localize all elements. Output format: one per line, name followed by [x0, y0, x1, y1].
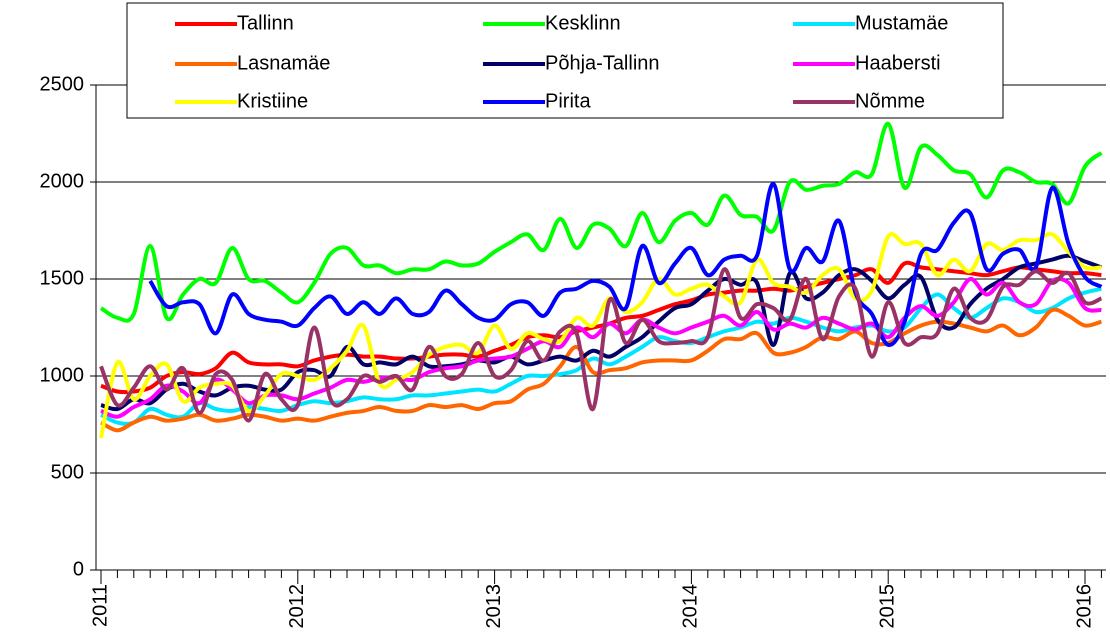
y-tick-label: 2000 [40, 170, 85, 192]
x-tick-label: 2012 [286, 584, 308, 629]
legend-label: Pirita [545, 90, 591, 112]
series-line [100, 260, 1102, 395]
legend-label: Haabersti [855, 52, 941, 74]
series-line [99, 267, 1103, 423]
y-tick-label: 2500 [40, 73, 85, 95]
y-tick-label: 1000 [40, 364, 85, 386]
x-tick-label: 2011 [89, 584, 111, 627]
x-tick-label: 2014 [680, 584, 702, 629]
legend-label: Mustamäe [855, 12, 948, 34]
x-tick-label: 2016 [1073, 584, 1095, 629]
x-tick-label: 2015 [876, 584, 898, 629]
series-line [148, 181, 1103, 347]
y-tick-label: 0 [73, 558, 84, 580]
x-tick-label: 2013 [483, 584, 505, 629]
legend-label: Põhja-Tallinn [545, 52, 660, 74]
legend-label: Tallinn [237, 12, 294, 34]
legend-label: Kesklinn [545, 12, 621, 34]
legend-label: Lasnamäe [237, 52, 330, 74]
legend-label: Kristiine [237, 90, 308, 112]
series-line [99, 232, 1102, 439]
series-line [99, 121, 1103, 323]
y-tick-label: 500 [51, 461, 84, 483]
legend-label: Nõmme [855, 90, 925, 112]
y-tick-label: 1500 [40, 267, 85, 289]
legend-box [126, 2, 1004, 119]
